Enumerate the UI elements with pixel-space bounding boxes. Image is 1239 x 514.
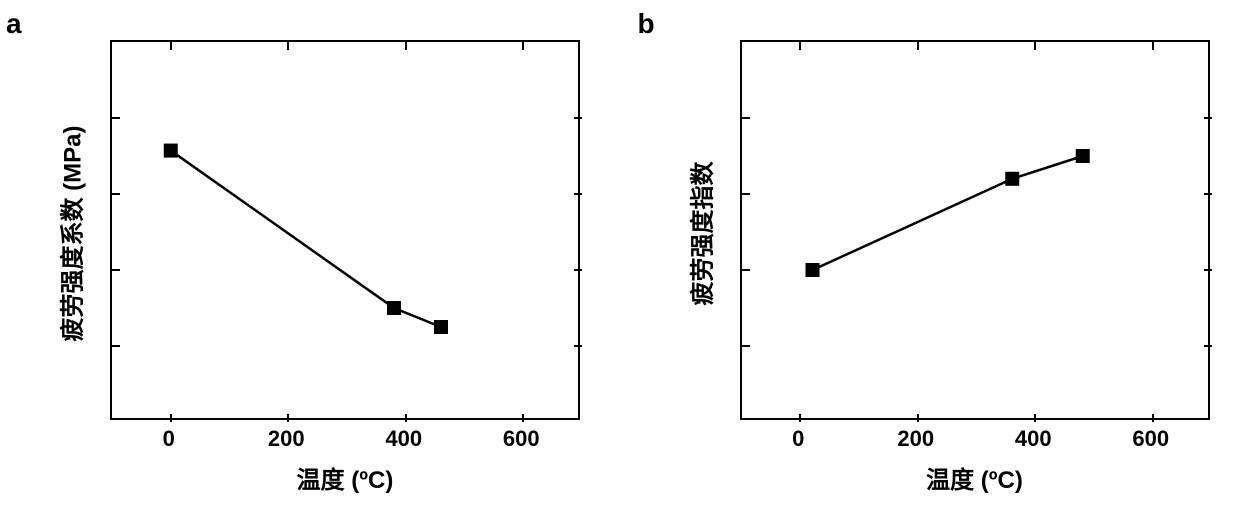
ytick-left (112, 269, 120, 271)
ytick-left (112, 193, 120, 195)
xtick (1034, 414, 1036, 422)
ytick-right (1204, 345, 1212, 347)
xtick-label: 600 (491, 426, 551, 452)
ytick-right (574, 269, 582, 271)
xtick (522, 414, 524, 422)
panel-a: a 疲劳强度系数 (MPa) 温度 (ºC) 0 200 400 600 (0, 0, 620, 514)
panel-a-label: a (6, 8, 22, 40)
panel-b-label: b (638, 8, 655, 40)
ytick-left (742, 193, 750, 195)
xtick-label: 0 (768, 426, 828, 452)
xtick-top (522, 42, 524, 50)
ytick-right (574, 117, 582, 119)
xtick-label: 200 (256, 426, 316, 452)
ytick-right (574, 193, 582, 195)
panel-a-xlabel: 温度 (ºC) (110, 460, 580, 495)
panel-a-svg (112, 42, 582, 422)
xtick-label: 0 (139, 426, 199, 452)
xtick-top (287, 42, 289, 50)
xtick (799, 414, 801, 422)
panel-b: b 疲劳强度指数 温度 (ºC) 0 200 400 600 (620, 0, 1239, 514)
ytick-left (112, 117, 120, 119)
ytick-left (742, 117, 750, 119)
ytick-right (1204, 117, 1212, 119)
ytick-right (1204, 193, 1212, 195)
xtick-label: 400 (374, 426, 434, 452)
xtick-top (917, 42, 919, 50)
xtick-top (799, 42, 801, 50)
panel-b-svg (742, 42, 1212, 422)
figure-container: a 疲劳强度系数 (MPa) 温度 (ºC) 0 200 400 600 b 疲劳强度… (0, 0, 1239, 514)
ytick-left (742, 269, 750, 271)
xtick (405, 414, 407, 422)
xtick-label: 400 (1003, 426, 1063, 452)
xtick-top (405, 42, 407, 50)
panel-a-ylabel: 疲劳强度系数 (MPa) (53, 44, 88, 424)
ytick-left (112, 345, 120, 347)
xtick-top (1034, 42, 1036, 50)
xtick-label: 600 (1121, 426, 1181, 452)
ytick-right (574, 345, 582, 347)
panel-b-ylabel: 疲劳强度指数 (682, 44, 717, 424)
xtick (1152, 414, 1154, 422)
xtick (170, 414, 172, 422)
xtick (287, 414, 289, 422)
panel-b-xlabel: 温度 (ºC) (740, 460, 1210, 495)
xtick-top (1152, 42, 1154, 50)
xtick (917, 414, 919, 422)
panel-a-plot-area (110, 40, 580, 420)
ytick-left (742, 345, 750, 347)
xtick-label: 200 (886, 426, 946, 452)
xtick-top (170, 42, 172, 50)
panel-b-plot-area (740, 40, 1210, 420)
ytick-right (1204, 269, 1212, 271)
